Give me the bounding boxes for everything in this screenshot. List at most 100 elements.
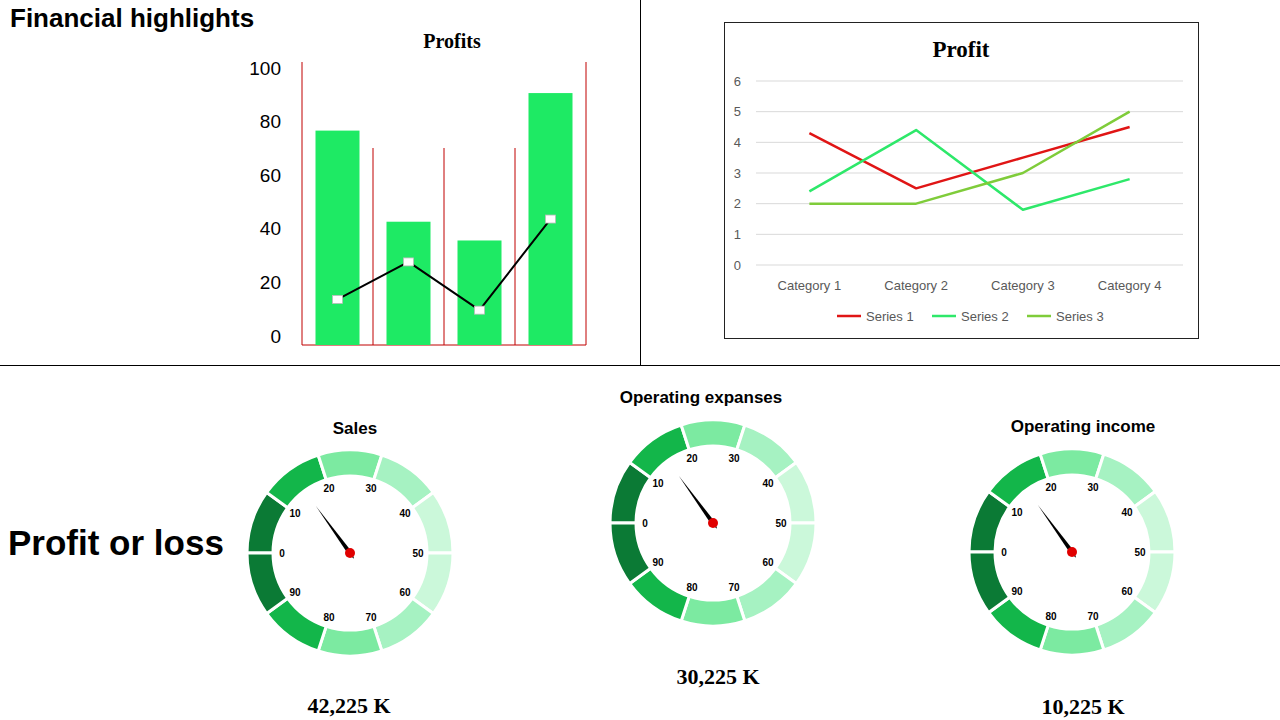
- chart-title: Profit: [932, 37, 989, 62]
- category-divider: [373, 148, 374, 345]
- needle-hub: [708, 518, 718, 528]
- gauge-title: Operating income: [1011, 417, 1156, 436]
- gauge-tick-label: 80: [686, 582, 698, 593]
- bar: [529, 93, 573, 345]
- gauge-tick-label: 10: [1011, 507, 1023, 518]
- frame-line: [302, 62, 303, 345]
- gauge-band: [412, 492, 453, 553]
- gauge-band: [737, 568, 797, 621]
- gauge-title: Sales: [333, 419, 377, 438]
- bar: [458, 240, 502, 345]
- gauge: 0102030405060708090Operating income10,22…: [969, 417, 1175, 719]
- gauge-tick-label: 80: [323, 612, 335, 623]
- y-tick-label: 0: [734, 258, 741, 273]
- gauge-tick-label: 90: [652, 557, 664, 568]
- gauge-band: [969, 552, 1010, 613]
- series-line: [809, 130, 1129, 210]
- gauge-tick-label: 70: [728, 582, 740, 593]
- gauge-band: [1134, 491, 1175, 552]
- x-tick-label: Category 1: [778, 278, 842, 293]
- gauge-band: [1040, 625, 1104, 655]
- legend-swatch: [1027, 315, 1051, 318]
- bar: [387, 222, 431, 345]
- x-tick-label: Category 3: [991, 278, 1055, 293]
- legend: Series 1 Series 2 Series 3: [837, 309, 1104, 324]
- y-tick-label: 4: [734, 135, 741, 150]
- gauge-band: [630, 425, 690, 478]
- canvas: Financial highlights Profit or loss Profit…: [0, 0, 1280, 720]
- marker: [546, 215, 556, 223]
- gauge: 0 10 20 30 40 50 60 70 80 90 Operating expanses 30,…: [610, 388, 816, 689]
- gauge-needle: [679, 476, 717, 529]
- gauge-tick-label: 50: [775, 518, 787, 529]
- y-tick-label: 1: [734, 227, 741, 242]
- gauge-needle: [316, 506, 354, 559]
- legend-label: Series 1: [866, 309, 914, 324]
- chart-frame: [725, 23, 1199, 339]
- grid-line: [756, 111, 1183, 112]
- series-line: [809, 127, 1129, 188]
- y-tick-label: 2: [734, 196, 741, 211]
- x-tick-label: Category 4: [1098, 278, 1162, 293]
- markers: [333, 215, 556, 314]
- grid-line: [756, 234, 1183, 235]
- gauge-tick-label: 10: [652, 478, 664, 489]
- gauge-band: [267, 455, 327, 508]
- gauge-tick-label: 0: [279, 548, 285, 559]
- marker: [333, 295, 343, 303]
- series-line: [809, 112, 1129, 204]
- gauge-tick-label: 40: [762, 478, 774, 489]
- gauge-annotation: 42,225 K: [307, 693, 390, 718]
- gauge-tick-label: 20: [323, 483, 335, 494]
- gauge-band: [1040, 449, 1104, 479]
- gauge-tick-label: 60: [399, 587, 411, 598]
- gauge-tick-label: 30: [365, 483, 377, 494]
- gauge-tick-label: 40: [399, 508, 411, 519]
- gauge-tick-label: 70: [365, 612, 377, 623]
- gauge: 0102030405060708090Sales42,225 K: [247, 419, 453, 718]
- gauge-band: [681, 596, 745, 626]
- gauge-tick-label: 20: [1045, 482, 1057, 493]
- y-tick-label: 60: [260, 165, 281, 186]
- y-tick-label: 100: [249, 58, 281, 79]
- gauge-title: Operating expanses: [620, 388, 783, 407]
- y-tick-label: 3: [734, 166, 741, 181]
- plot-area: [809, 112, 1129, 210]
- marker: [404, 258, 414, 266]
- gauge-tick-label: 0: [1001, 547, 1007, 558]
- gauge-tick-label: 80: [1045, 611, 1057, 622]
- gauge-tick-label: 30: [728, 453, 740, 464]
- legend-label: Series 3: [1056, 309, 1104, 324]
- section-title: Profit or loss: [8, 523, 224, 562]
- gauge-tick-label: 50: [412, 548, 424, 559]
- gauge-band: [247, 553, 288, 614]
- legend-label: Series 2: [961, 309, 1009, 324]
- gauge-tick-label: 0: [642, 518, 648, 529]
- plot-area: [316, 93, 573, 345]
- gauge-tick-label: 10: [289, 508, 301, 519]
- gauge-tick-label: 60: [762, 557, 774, 568]
- gauge-annotation: 10,225 K: [1041, 694, 1124, 719]
- gauge-band: [1096, 597, 1156, 650]
- x-tick-label: Category 2: [884, 278, 948, 293]
- gauge-band: [775, 462, 816, 523]
- marker: [475, 306, 485, 314]
- divider: [640, 0, 641, 365]
- y-tick-label: 20: [260, 272, 281, 293]
- gauge-band: [374, 598, 434, 651]
- gauge-annotation: 30,225 K: [676, 664, 759, 689]
- grid-line: [756, 81, 1183, 82]
- gauge-needle: [1038, 505, 1076, 558]
- grid-line: [756, 142, 1183, 143]
- gauge-band: [318, 626, 382, 656]
- frame-line: [586, 62, 587, 345]
- gauge-band: [681, 420, 745, 450]
- category-divider: [515, 148, 516, 345]
- chart-title: Profits: [423, 30, 481, 52]
- gauge-tick-label: 30: [1087, 482, 1099, 493]
- bar: [316, 131, 360, 345]
- gauge-tick-label: 70: [1087, 611, 1099, 622]
- gauge-tick-label: 60: [1121, 586, 1133, 597]
- page-title: Financial highlights: [10, 3, 254, 33]
- gauge-tick-label: 20: [686, 453, 698, 464]
